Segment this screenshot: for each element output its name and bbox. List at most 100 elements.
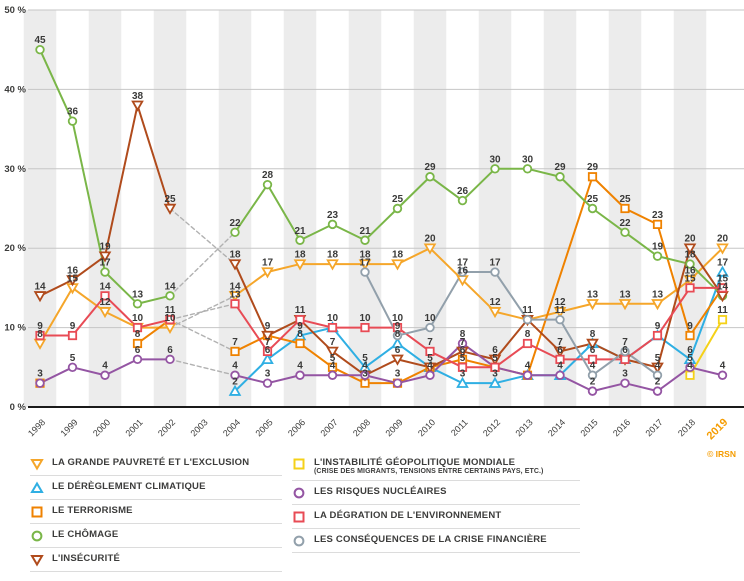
point-value-label: 36 xyxy=(67,107,79,118)
point-value-label: 16 xyxy=(67,265,79,276)
point-value-label: 21 xyxy=(294,226,306,237)
point-value-label: 20 xyxy=(424,234,436,245)
point-value-label: 11 xyxy=(522,305,533,316)
point-value-label: 29 xyxy=(424,162,436,173)
legend-item-chomage: LE CHÔMAGE xyxy=(30,524,282,548)
legend-left-column: LA GRANDE PAUVRETÉ ET L'EXCLUSION LE DÉR… xyxy=(30,452,282,572)
series-line-5 xyxy=(689,318,724,377)
triangle-up-icon xyxy=(30,481,44,495)
point-value-label: 3 xyxy=(395,369,401,380)
point-value-label: 9 xyxy=(297,321,303,332)
point-value-label: 29 xyxy=(587,162,599,173)
point-value-label: 5 xyxy=(70,353,76,364)
point-value-label: 7 xyxy=(265,337,271,348)
point-value-label: 17 xyxy=(489,258,501,269)
point-value-label: 8 xyxy=(460,329,466,340)
point-value-label: 23 xyxy=(327,210,339,221)
x-axis-year-label: 2004 xyxy=(221,417,242,438)
point-value-label: 8 xyxy=(590,329,596,340)
point-value-label: 5 xyxy=(460,353,466,364)
point-value-label: 6 xyxy=(590,345,596,356)
point-value-label: 8 xyxy=(297,329,303,340)
x-axis-year-label: 2012 xyxy=(481,417,502,438)
point-value-label: 4 xyxy=(232,361,238,372)
x-axis-year-label: 2005 xyxy=(254,417,275,438)
point-value-label: 25 xyxy=(619,194,631,205)
x-axis-year-label: 2002 xyxy=(156,417,177,438)
point-value-label: 15 xyxy=(717,273,729,284)
point-value-label: 25 xyxy=(587,194,599,205)
point-value-label: 5 xyxy=(687,353,693,364)
series-line-4 xyxy=(39,104,724,377)
year-bands xyxy=(23,10,707,407)
point-value-label: 6 xyxy=(265,345,271,356)
point-value-label: 17 xyxy=(717,258,729,269)
point-value-label: 13 xyxy=(652,289,664,300)
point-value-label: 20 xyxy=(684,234,696,245)
point-value-label: 23 xyxy=(652,210,664,221)
point-value-label: 12 xyxy=(554,297,566,308)
point-value-label: 9 xyxy=(70,321,76,332)
point-value-label: 14 xyxy=(99,281,111,292)
point-value-label: 16 xyxy=(457,265,469,276)
point-value-label: 2 xyxy=(590,377,596,388)
point-value-label: 5 xyxy=(330,353,336,364)
point-value-label: 10 xyxy=(132,313,144,324)
point-value-label: 6 xyxy=(557,345,563,356)
point-value-label: 10 xyxy=(424,313,436,324)
point-value-label: 5 xyxy=(492,353,498,364)
y-axis-tick-label: 30 % xyxy=(4,164,26,175)
point-value-label: 3 xyxy=(265,369,271,380)
y-axis-tick-label: 50 % xyxy=(4,5,26,16)
legend-label: LE TERRORISME xyxy=(52,505,133,516)
circle-icon xyxy=(292,486,306,500)
point-value-label: 18 xyxy=(294,250,306,261)
triangle-down-icon xyxy=(30,457,44,471)
series-markers-3 xyxy=(35,45,728,309)
series-line-0 xyxy=(39,247,724,345)
legend-item-instabilite-geopolitique: L'INSTABILITÉ GÉOPOLITIQUE MONDIALE (CRIS… xyxy=(292,452,580,481)
point-value-label: 18 xyxy=(684,250,696,261)
point-value-label: 14 xyxy=(717,281,729,292)
point-value-label: 21 xyxy=(359,226,371,237)
legend-item-degradation-environnement: LA DÉGRATION DE L'ENVIRONNEMENT xyxy=(292,505,580,529)
point-value-label: 15 xyxy=(684,273,696,284)
point-value-label: 19 xyxy=(652,242,664,253)
legend-label: LA GRANDE PAUVRETÉ ET L'EXCLUSION xyxy=(52,457,250,468)
point-value-label: 9 xyxy=(265,321,271,332)
x-axis-year-label: 2019 xyxy=(705,416,731,442)
x-axis-year-label: 2007 xyxy=(319,417,340,438)
x-axis-year-label: 2006 xyxy=(286,417,307,438)
point-value-label: 6 xyxy=(395,345,401,356)
point-value-label: 30 xyxy=(489,154,501,165)
x-axis-year-label: 2018 xyxy=(676,417,697,438)
x-axis-year-label: 2011 xyxy=(449,417,470,438)
point-value-label: 8 xyxy=(135,329,141,340)
legend-item-crise-financiere: LES CONSÉQUENCES DE LA CRISE FINANCIÈRE xyxy=(292,529,580,553)
point-value-label: 9 xyxy=(687,321,693,332)
square-icon xyxy=(292,510,306,524)
triangle-down-icon xyxy=(30,553,44,567)
point-value-label: 14 xyxy=(34,281,46,292)
point-value-label: 10 xyxy=(392,313,404,324)
point-value-label: 3 xyxy=(622,369,628,380)
x-axis-year-label: 2001 xyxy=(124,417,145,438)
x-axis-year-label: 2003 xyxy=(189,417,210,438)
point-value-label: 4 xyxy=(525,361,531,372)
series-markers-8 xyxy=(360,267,663,380)
square-icon xyxy=(292,457,306,471)
point-value-label: 4 xyxy=(362,361,368,372)
legend-label: L'INSÉCURITÉ xyxy=(52,553,120,564)
x-axis-year-label: 2014 xyxy=(546,417,567,438)
point-value-label: 11 xyxy=(295,305,306,316)
point-value-label: 7 xyxy=(427,337,433,348)
y-axis-tick-label: 20 % xyxy=(4,243,26,254)
legend-label: LE DÉRÈGLEMENT CLIMATIQUE xyxy=(52,481,206,492)
point-value-label: 11 xyxy=(555,305,566,316)
y-axis-tick-label: 10 % xyxy=(4,323,26,334)
point-value-label: 7 xyxy=(460,337,466,348)
point-value-label: 16 xyxy=(684,265,696,276)
point-value-label: 13 xyxy=(619,289,631,300)
point-value-label: 4 xyxy=(297,361,303,372)
